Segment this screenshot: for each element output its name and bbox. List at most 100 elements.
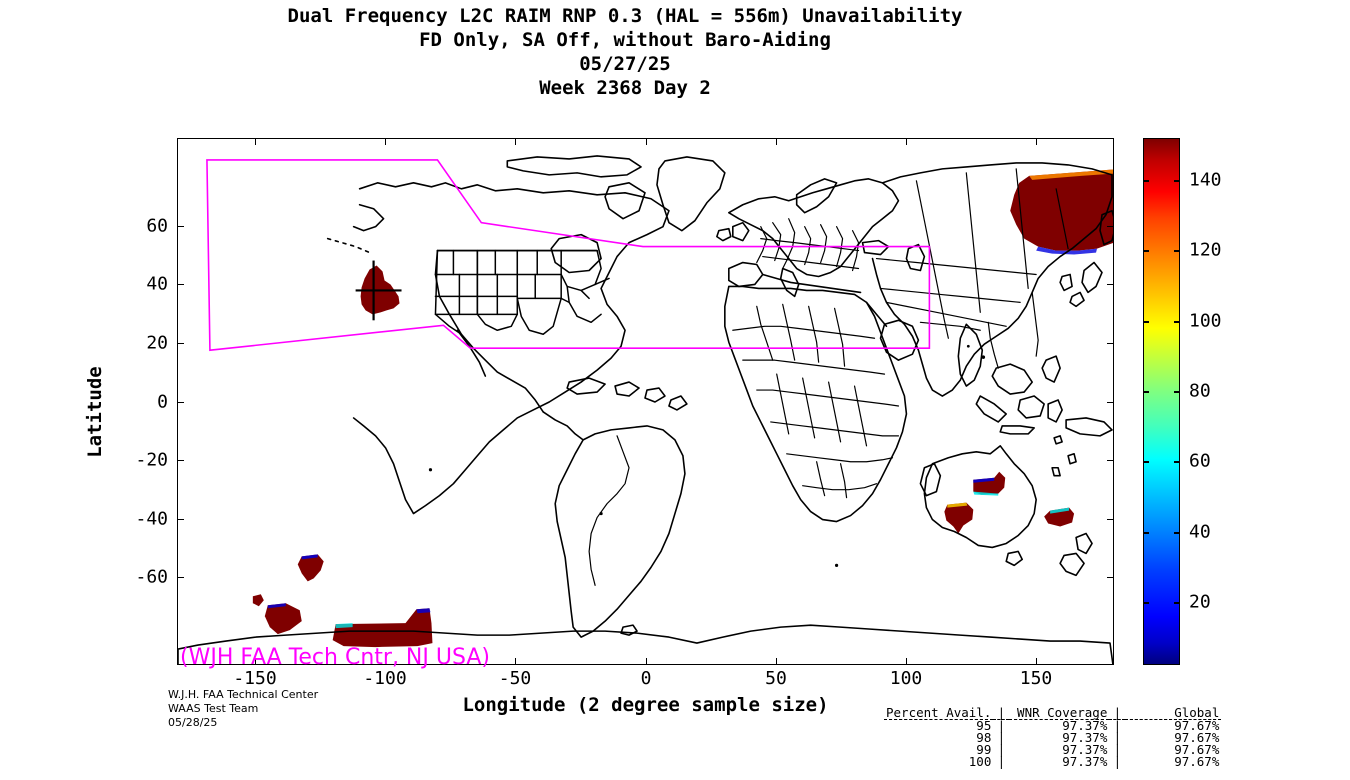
- stats-cell-percent: 100: [968, 754, 992, 769]
- coastline-india: [957, 323, 984, 387]
- xtick-label-100: 100: [889, 668, 923, 689]
- xtick-label-50: 50: [765, 668, 787, 689]
- cbtick-right-60: [1174, 461, 1180, 463]
- coastline-british-isles: [732, 221, 750, 242]
- coastline-new-zealand-south: [1059, 552, 1085, 577]
- ytick-label-60: 60: [146, 215, 168, 237]
- coastline-alaska-panhandle: [352, 203, 385, 232]
- coastline-black-sea: [861, 239, 890, 256]
- coastline-aleutians: [326, 237, 371, 254]
- stats-cell-sep2: |: [1113, 742, 1122, 757]
- coastline-caribbean-3: [644, 387, 666, 403]
- stats-cell-wnr: 97.37%: [1062, 730, 1108, 745]
- island-dot-4: [981, 355, 986, 359]
- credits-line-2: WAAS Test Team: [168, 702, 259, 715]
- stats-cell-sep2: |: [1113, 754, 1122, 769]
- coastline-iberia: [728, 261, 764, 288]
- outage-region-south-pacific-nz-edge: [1050, 507, 1070, 514]
- stats-header-row: Percent Avail. | WNR Coverage | Global: [884, 705, 1222, 720]
- wnr-coverage-polygon: [206, 159, 931, 352]
- outage-region-siberia-edge-cool: [1036, 246, 1098, 255]
- stats-cell-global: 97.67%: [1174, 730, 1220, 745]
- stats-col-percent-avail: Percent Avail.: [884, 705, 994, 720]
- coastline-caribbean-2: [614, 381, 640, 397]
- coastline-pacific-isles-2: [1067, 453, 1077, 465]
- availability-summary-table: Percent Avail. | WNR Coverage | Global 9…: [884, 683, 1222, 780]
- cbtick-left-140: [1143, 180, 1149, 182]
- coastline-kamchatka: [1099, 209, 1113, 246]
- coastline-arabia: [879, 319, 920, 361]
- credits-block: W.J.H. FAA Technical Center WAAS Test Te…: [168, 688, 318, 730]
- coastline-japan: [1081, 261, 1103, 294]
- outage-region-south-pacific-small: [252, 594, 264, 607]
- coastline-korea: [1059, 273, 1073, 292]
- outage-region-south-pacific-midband: [264, 603, 302, 635]
- coastline-sea-asia: [991, 363, 1033, 395]
- africa-borders: [732, 303, 900, 499]
- outage-region-australia-south: [944, 502, 974, 534]
- coastline-pacific-isles-3: [1051, 466, 1061, 477]
- cbtick-right-80: [1174, 391, 1180, 393]
- stats-cell-wnr: 97.37%: [1062, 718, 1108, 733]
- outage-region-siberia: [1010, 169, 1113, 251]
- island-dot-1: [599, 511, 603, 516]
- coastline-philippines: [1041, 355, 1061, 383]
- cb-label-40: 40: [1189, 521, 1211, 543]
- cbtick-left-40: [1143, 532, 1149, 534]
- stats-cell-global: 97.67%: [1174, 742, 1220, 757]
- xtick-label-150: 150: [1019, 668, 1053, 689]
- outage-region-south-pacific-midband-edge: [267, 603, 286, 609]
- coastline-africa: [724, 285, 908, 523]
- stats-table: Percent Avail. | WNR Coverage | Global 9…: [884, 705, 1222, 769]
- title-line-3: 05/27/25: [579, 53, 671, 75]
- coastline-greenland: [656, 156, 726, 232]
- coastline-pacific-isles-1: [1053, 435, 1063, 445]
- coastline-caspian: [905, 243, 926, 272]
- credits-line-3: 05/28/25: [168, 716, 218, 729]
- cbtick-right-120: [1174, 250, 1180, 252]
- stats-col-wnr-coverage: WNR Coverage: [1009, 706, 1110, 720]
- x-axis-title: Longitude (2 degree sample size): [462, 694, 829, 716]
- coastline-australia: [923, 445, 1037, 549]
- outage-region-southeast-pacific: [297, 554, 324, 582]
- site-cross-marker: [355, 260, 402, 321]
- cb-label-100: 100: [1189, 310, 1222, 332]
- cbtick-right-100: [1174, 321, 1180, 323]
- coastline-north-america: [352, 182, 670, 515]
- coastline-scandinavia: [795, 178, 838, 214]
- coastline-sumatra: [975, 395, 1008, 423]
- outage-region-siberia-edge-warm: [1029, 169, 1113, 180]
- cbtick-left-20: [1143, 602, 1149, 604]
- coastline-tasmania: [1005, 550, 1023, 567]
- coastlines-layer: [178, 155, 1113, 664]
- table-row: 95 | 97.37% | 97.67%: [884, 718, 1221, 733]
- cbtick-left-100: [1143, 321, 1149, 323]
- stats-header-sep-1: |: [993, 706, 1010, 720]
- ytick-label--40: -40: [135, 508, 168, 530]
- stats-cell-wnr: 97.37%: [1062, 754, 1108, 769]
- cb-label-120: 120: [1189, 239, 1222, 261]
- chart-title-block: Dual Frequency L2C RAIM RNP 0.3 (HAL = 5…: [0, 4, 1250, 100]
- coastline-caribbean-1: [566, 377, 606, 395]
- coastline-baffin: [604, 182, 646, 220]
- outage-region-australia-north: [973, 471, 1006, 495]
- cbtick-right-40: [1174, 532, 1180, 534]
- ytick-label-40: 40: [146, 273, 168, 295]
- coastline-canada-arctic: [506, 155, 642, 178]
- outage-region-southern-ocean-band-edge2: [335, 623, 353, 629]
- ytick-label-0: 0: [157, 391, 168, 413]
- ytick-label-20: 20: [146, 332, 168, 354]
- stats-cell-global: 97.67%: [1174, 718, 1220, 733]
- coastline-italy: [779, 267, 800, 298]
- stats-table-body: 95 | 97.37% | 97.67% 98 | 97.37% | 97.67…: [884, 718, 1221, 769]
- coastline-red-sea: [865, 301, 888, 328]
- stats-cell-sep2: |: [1113, 730, 1122, 745]
- title-line-2: FD Only, SA Off, without Baro-Aiding: [419, 29, 831, 51]
- title-line-1: Dual Frequency L2C RAIM RNP 0.3 (HAL = 5…: [287, 5, 963, 27]
- border-south-america: [588, 435, 630, 586]
- stats-table-head: Percent Avail. | WNR Coverage | Global: [884, 705, 1222, 720]
- stats-cell-sep2: |: [1113, 718, 1122, 733]
- title-line-4: Week 2368 Day 2: [539, 77, 711, 99]
- cbtick-right-20: [1174, 602, 1180, 604]
- stats-cell-percent: 95: [976, 718, 992, 733]
